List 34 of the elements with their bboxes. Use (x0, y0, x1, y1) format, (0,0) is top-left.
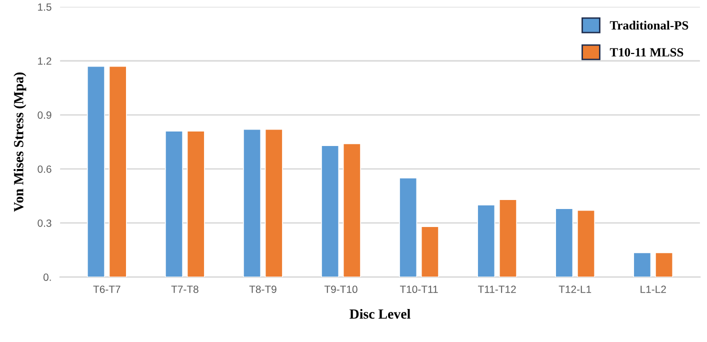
bar (264, 128, 283, 278)
bar (655, 252, 674, 278)
x-tick-label: T12-L1 (558, 286, 592, 293)
y-tick-label: 0.6 (38, 165, 52, 173)
x-tick-label: T8-T9 (249, 286, 276, 294)
bar (108, 66, 127, 278)
bar (498, 199, 517, 278)
y-tick-label: 0.9 (38, 111, 52, 119)
y-axis-title: Von Mises Stress (Mpa) (14, 72, 26, 212)
x-tick-label: T9-T10 (324, 286, 358, 294)
bar (243, 128, 262, 278)
legend-label: T10-11 MLSS (610, 48, 684, 57)
bar (321, 145, 340, 278)
x-tick-label: T6-T7 (93, 286, 120, 294)
bar (420, 226, 439, 278)
bar (86, 66, 105, 278)
y-tick-label: 1.2 (38, 57, 52, 65)
bar (342, 143, 361, 278)
y-tick-label: 0.3 (38, 219, 52, 227)
x-tick-label: T11-T12 (478, 286, 516, 293)
y-tick-label: 1.5 (38, 3, 52, 11)
x-axis-title: Disc Level (350, 308, 410, 319)
bar (186, 130, 205, 278)
x-tick-label: L1-L2 (640, 286, 666, 293)
bar (165, 130, 184, 278)
bar (633, 252, 652, 278)
bar (555, 208, 574, 278)
bar (577, 210, 596, 278)
x-tick-label: T10-T11 (400, 286, 438, 294)
bar (477, 204, 496, 278)
legend-label: Traditional-PS (610, 20, 688, 30)
x-tick-label: T7-T8 (171, 286, 198, 294)
y-tick-label: 0. (43, 274, 51, 281)
bar (399, 178, 418, 278)
